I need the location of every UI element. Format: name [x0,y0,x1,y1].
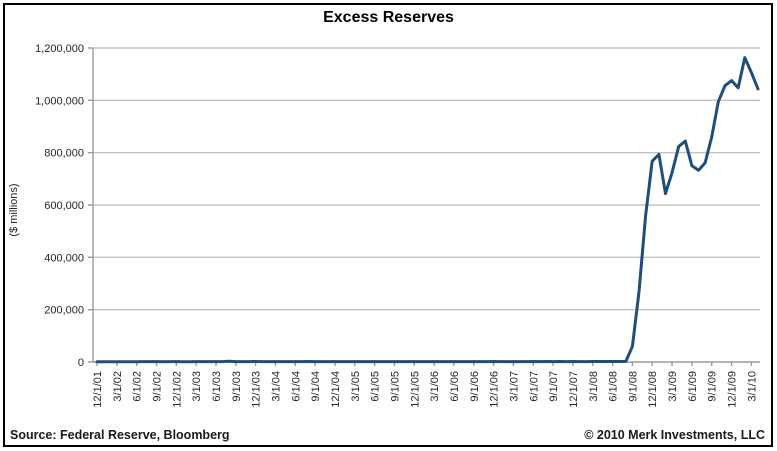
y-tick-label: 0 [78,357,84,369]
x-tick-label: 12/1/09 [727,371,739,408]
y-tick-label: 400,000 [44,252,84,264]
x-tick-label: 6/1/05 [370,371,382,402]
x-tick-label: 3/1/07 [508,371,520,402]
x-tick-label: 12/1/04 [330,371,342,408]
x-tick-label: 9/1/03 [231,371,243,402]
x-tick-label: 6/1/08 [608,371,620,402]
copyright-note: © 2010 Merk Investments, LLC [584,428,765,442]
x-tick-label: 12/1/03 [251,371,263,408]
x-tick-label: 6/1/02 [132,371,144,402]
x-tick-label: 3/1/02 [112,371,124,402]
x-tick-label: 3/1/05 [350,371,362,402]
x-tick-label: 6/1/06 [449,371,461,402]
x-tick-label: 12/1/08 [647,371,659,408]
x-tick-label: 9/1/07 [548,371,560,402]
chart-footer: Source: Federal Reserve, Bloomberg © 201… [10,428,765,442]
x-tick-label: 9/1/06 [469,371,481,402]
chart-title: Excess Reserves [323,9,454,26]
y-tick-label: 1,000,000 [35,95,84,107]
y-tick-label: 600,000 [44,200,84,212]
x-tick-label: 12/1/01 [92,371,104,408]
y-tick-label: 200,000 [44,305,84,317]
y-tick-label: 1,200,000 [35,43,84,55]
x-tick-label: 9/1/05 [389,371,401,402]
x-tick-label: 12/1/05 [409,371,421,408]
x-tick-label: 3/1/08 [588,371,600,402]
x-tick-label: 3/1/10 [746,371,758,402]
x-tick-label: 9/1/08 [627,371,639,402]
x-tick-label: 3/1/04 [271,371,283,402]
x-tick-label: 6/1/03 [211,371,223,402]
x-tick-label: 12/1/07 [568,371,580,408]
x-tick-label: 3/1/09 [667,371,679,402]
source-note: Source: Federal Reserve, Bloomberg [10,428,230,442]
x-tick-label: 12/1/02 [171,371,183,408]
x-tick-label: 9/1/04 [310,371,322,402]
x-tick-label: 6/1/07 [528,371,540,402]
x-tick-label: 9/1/09 [707,371,719,402]
line-chart-plot-area: 0 200,000 400,000 600,000 800,000 1,000,000 1,… [35,43,760,408]
x-tick-label: 6/1/09 [687,371,699,402]
y-tick-label: 800,000 [44,148,84,160]
x-tick-label: 6/1/04 [290,371,302,402]
x-tick-label: 12/1/06 [489,371,501,408]
x-tick-label: 3/1/06 [429,371,441,402]
excess-reserves-line [95,56,760,364]
x-tick-label: 3/1/03 [191,371,203,402]
x-tick-label: 9/1/02 [152,371,164,402]
